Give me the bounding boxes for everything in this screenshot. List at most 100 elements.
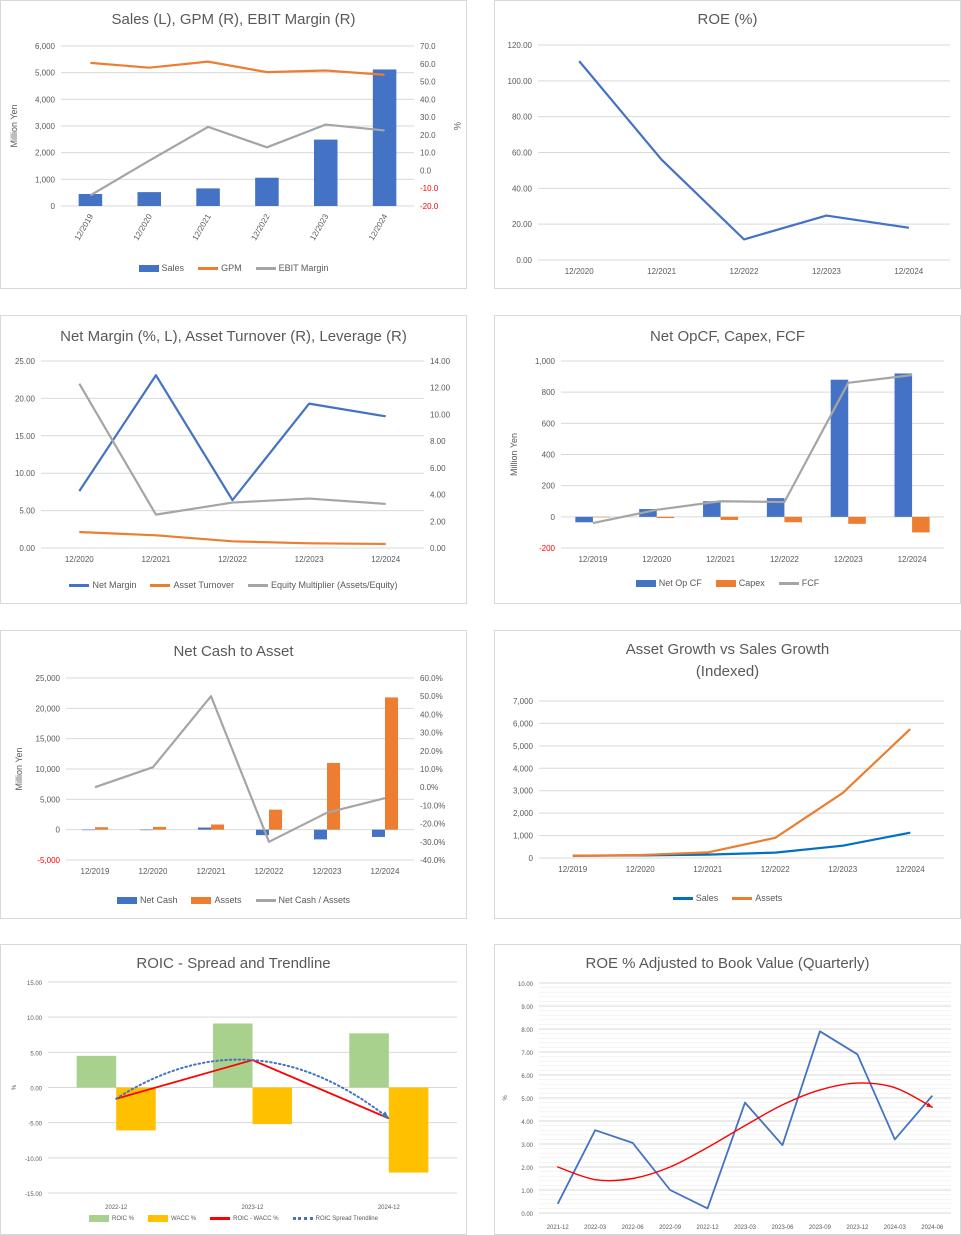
chart-legend: ROIC % WACC % ROIC - WACC % ROIC Spread Tre…: [1, 1215, 466, 1222]
x-tick-label: 12/2022: [730, 267, 759, 276]
legend-swatch: [715, 579, 736, 587]
legend-label: ROIC - WACC %: [233, 1215, 279, 1222]
trendline-arrow-icon: [381, 1111, 389, 1119]
y-tick-label: 1,000: [535, 357, 556, 366]
y-tick-label: 5.00: [19, 507, 35, 516]
chart-opcf-capex-fcf: Net OpCF, Capex, FCF -200 0 200 400 600 800 1,0…: [494, 315, 961, 604]
x-tick-label: 2024-06: [921, 1225, 944, 1231]
y-tick-label: 15.00: [27, 981, 43, 987]
bar-wacc-: [252, 1087, 293, 1125]
x-tick-label: 12/2020: [65, 555, 94, 564]
legend-item: Assets: [191, 895, 242, 905]
x-tick-label: 2023-06: [771, 1225, 794, 1231]
line-series: [578, 60, 909, 241]
line-assets: [572, 728, 912, 857]
y-right-tick-label: 20.0: [420, 131, 436, 140]
legend-swatch: [69, 583, 90, 587]
y-right-tick-label: 50.0%: [420, 692, 443, 701]
x-tick-label: 2023-03: [734, 1225, 757, 1231]
chart-legend: Sales Assets: [495, 893, 960, 903]
chart-svg: 0.00 20.00 40.00 60.00 80.00 100.00 120.00 12/2…: [508, 41, 950, 276]
x-tick-label: 2024-03: [884, 1225, 907, 1231]
chart-svg: -200 0 200 400 600 800 1,000 Million Yen 12/2019…: [509, 357, 944, 564]
y-tick-label: -200: [539, 544, 556, 553]
bar-roic-: [349, 1033, 389, 1088]
y-right-tick-label: -20.0: [420, 202, 439, 211]
y-tick-label: 0: [551, 513, 556, 522]
x-tick-label: 12/2020: [132, 212, 155, 242]
chart-svg: -15.00 -10.00 -5.00 0.00 5.00 10.00 15.00% 2022…: [12, 981, 457, 1211]
legend-swatch: [672, 896, 693, 900]
bar-net-op-cf: [639, 509, 657, 517]
legend-item: Net Op CF: [635, 578, 702, 588]
chart-title: Sales (L), GPM (R), EBIT Margin (R): [111, 11, 356, 28]
trendline: [557, 1082, 933, 1182]
y-tick-label: 2.00: [521, 1166, 533, 1172]
y-right-tick-label: 10.0%: [420, 765, 443, 774]
y-right-tick-label: 0.00: [430, 544, 446, 553]
y-tick-label: 20.00: [15, 394, 36, 403]
bar-assets: [153, 826, 167, 830]
x-tick-label: 12/2021: [647, 267, 676, 276]
line-ebit-margin: [89, 123, 385, 197]
legend-item: Capex: [715, 578, 765, 588]
y-tick-label: 40.00: [512, 184, 533, 193]
legend-label: ROIC Spread Trendline: [315, 1215, 378, 1222]
y-tick-label: 2,000: [35, 149, 56, 158]
y-right-tick-label: 70.0: [420, 42, 436, 51]
y-tick-label: 200: [542, 482, 556, 491]
bar-assets: [211, 824, 225, 830]
legend-item: Net Cash / Assets: [255, 895, 350, 905]
y-right-tick-label: 20.0%: [420, 747, 443, 756]
y-tick-label: 8.00: [521, 1028, 533, 1034]
x-tick-label: 12/2019: [81, 867, 110, 876]
y-axis-title: Million Yen: [14, 747, 24, 790]
chart-roic-spread: ROIC - Spread and Trendline -15.00 -10.00-…: [0, 944, 467, 1235]
y-tick-label: 6,000: [513, 719, 534, 728]
legend-label: ROIC %: [112, 1215, 135, 1222]
chart-title: ROIC - Spread and Trendline: [136, 955, 331, 972]
chart-svg: 0.00 1.00 2.00 3.00 4.00 5.00 6.00 7.00 8.00 9.00…: [503, 982, 951, 1231]
bar-capex: [848, 516, 866, 524]
y-tick-label: 7.00: [521, 1051, 533, 1057]
y-right-tick-label: 6.00: [430, 464, 446, 473]
x-tick-label: 12/2023: [828, 865, 857, 874]
line-net-cash-assets: [94, 695, 386, 843]
y-right-tick-label: -30.0%: [420, 838, 445, 847]
x-tick-label: 2022-09: [659, 1225, 682, 1231]
legend-item: Net Cash: [116, 895, 177, 905]
bar-sales: [196, 188, 220, 206]
bar-net-cash: [139, 829, 153, 831]
legend-item: EBIT Margin: [255, 263, 328, 273]
chart-legend: Net Margin Asset Turnover Equity Multiplie…: [1, 580, 466, 590]
chart-legend: Net Cash Assets Net Cash / Assets: [1, 895, 466, 905]
bar-net-cash: [197, 827, 211, 830]
y-tick-label: 60.00: [512, 149, 533, 158]
y-right-tick-label: -10.0%: [420, 801, 445, 810]
bar-net-op-cf: [703, 501, 721, 517]
chart-sales-gpm-ebit: Sales (L), GPM (R), EBIT Margin (R) 0 1,00…: [0, 0, 467, 289]
y-right-tick-label: -10.0: [420, 184, 439, 193]
legend-swatch: [635, 579, 656, 587]
legend-swatch: [248, 583, 268, 587]
y-tick-label: 3,000: [513, 787, 534, 796]
legend-label: Capex: [738, 578, 765, 588]
legend-item: WACC %: [148, 1215, 196, 1222]
x-tick-label: 12/2023: [834, 555, 863, 564]
y-tick-label: 0.00: [19, 544, 35, 553]
y-tick-label: 7,000: [513, 697, 534, 706]
x-tick-label: 12/2021: [197, 867, 226, 876]
y-right-tick-label: 40.0: [420, 95, 436, 104]
x-tick-label: 12/2019: [558, 865, 587, 874]
y-tick-label: 2,000: [513, 809, 534, 818]
bar-assets: [95, 827, 109, 830]
x-tick-label: 12/2024: [371, 555, 400, 564]
y-tick-label: 0.00: [521, 1212, 533, 1218]
x-tick-label: 12/2019: [73, 212, 96, 242]
y-tick-label: 6.00: [521, 1074, 533, 1080]
bar-capex: [592, 516, 611, 518]
bar-roic-: [212, 1023, 253, 1088]
x-tick-label: 12/2022: [255, 867, 284, 876]
y-right-tick-label: 10.0: [420, 149, 436, 158]
legend-label: Net Op CF: [658, 578, 702, 588]
